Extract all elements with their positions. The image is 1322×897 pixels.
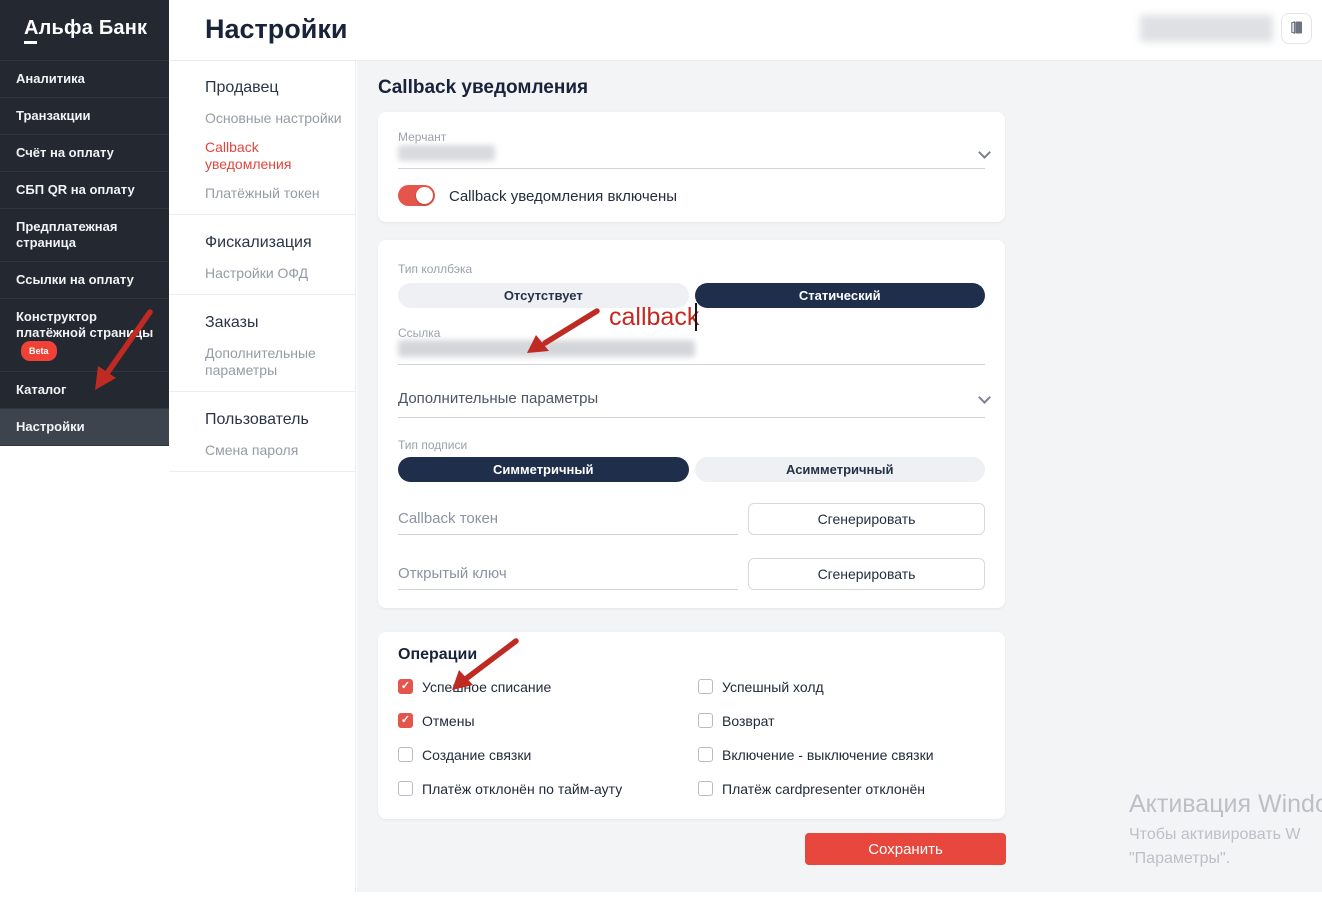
watermark-line: Чтобы активировать W [1129,826,1301,843]
sidebar-item-catalog[interactable]: Каталог [0,372,169,409]
callback-type-segmented: Отсутствует Статический [398,283,985,308]
nav-item-ofd-settings[interactable]: Настройки ОФД [205,265,309,281]
checkbox-icon[interactable] [698,747,713,762]
logo-underline [24,41,37,44]
operation-label: Возврат [722,712,775,729]
signature-type-segmented: Симметричный Асимметричный [398,457,985,482]
logout-button[interactable] [1281,13,1312,44]
operation-label: Отмены [422,712,475,729]
sidebar-item-prepayment-page[interactable]: Предплатежная страница [0,209,169,262]
operation-row-success-charge[interactable]: Успешное списание [398,676,698,697]
primary-sidebar: Альфа Банк Аналитика Транзакции Счёт на … [0,0,169,446]
operations-grid: Успешное списание Успешный холд Отмены В… [398,676,985,799]
checkbox-icon[interactable] [698,679,713,694]
user-name-redacted [1140,15,1273,42]
segment-option-symmetric[interactable]: Симметричный [398,457,689,482]
nav-item-extra-params[interactable]: Дополнительные параметры [205,345,316,378]
sidebar-item-invoice[interactable]: Счёт на оплату [0,135,169,172]
page-title: Настройки [205,14,348,44]
operation-row-cardpresenter-decline[interactable]: Платёж cardpresenter отклонён [698,778,985,799]
sidebar-item-settings[interactable]: Настройки [0,409,169,446]
merchant-card: Мерчант Callback уведомления включены [378,112,1005,222]
merchant-select-underline[interactable] [398,168,985,169]
watermark-line: Активация Windo [1129,790,1322,818]
callback-token-input[interactable] [398,503,738,535]
operation-row-binding-create[interactable]: Создание связки [398,744,698,765]
watermark-line: "Параметры". [1129,850,1231,867]
section-heading: Callback уведомления [378,77,589,98]
merchant-value-redacted [398,145,495,161]
top-header: Настройки [169,0,1322,61]
nav-group-orders: Заказы [205,314,259,331]
settings-subnav: Продавец Основные настройки Callback уве… [169,61,356,892]
callback-type-label: Тип коллбэка [398,262,473,276]
nav-item-main-settings[interactable]: Основные настройки [205,110,342,126]
generate-token-button[interactable]: Сгенерировать [748,503,985,535]
link-input-underline [398,364,985,365]
sidebar-item-payment-links[interactable]: Ссылки на оплату [0,262,169,299]
nav-group-merchant: Продавец [205,79,279,96]
nav-divider [169,391,356,392]
operation-row-success-hold[interactable]: Успешный холд [698,676,985,697]
beta-badge: Beta [21,341,57,361]
nav-item-payment-token[interactable]: Платёжный токен [205,185,320,201]
checkbox-icon[interactable] [398,679,413,694]
sidebar-item-transactions[interactable]: Транзакции [0,98,169,135]
generate-key-button[interactable]: Сгенерировать [748,558,985,590]
nav-group-fiscalization: Фискализация [205,234,312,251]
public-key-input[interactable] [398,558,738,590]
checkbox-icon[interactable] [698,713,713,728]
operation-label: Создание связки [422,746,532,763]
extra-params-select[interactable]: Дополнительные параметры [398,390,599,407]
link-label: Ссылка [398,326,441,340]
sidebar-item-label: Конструктор платёжной страницы [16,309,154,340]
operation-row-binding-toggle[interactable]: Включение - выключение связки [698,744,985,765]
operation-label: Платёж cardpresenter отклонён [722,780,925,797]
main-content: Callback уведомления Мерчант Callback ув… [357,61,1322,892]
operation-row-cancellations[interactable]: Отмены [398,710,698,731]
callback-enabled-label: Callback уведомления включены [449,188,678,205]
nav-divider [169,471,356,472]
checkbox-icon[interactable] [398,713,413,728]
operation-label: Включение - выключение связки [722,746,934,763]
operation-row-refund[interactable]: Возврат [698,710,985,731]
callback-config-card: Тип коллбэка Отсутствует Статический Ссы… [378,240,1005,608]
signature-type-label: Тип подписи [398,438,468,452]
sidebar-item-analytics[interactable]: Аналитика [0,61,169,98]
operation-label: Успешный холд [722,678,824,695]
operation-label: Платёж отклонён по тайм-ауту [422,780,623,797]
save-button[interactable]: Сохранить [805,833,1006,865]
segment-option-asymmetric[interactable]: Асимметричный [694,457,985,482]
merchant-label: Мерчант [398,130,447,144]
brand-logo-text: Альфа Банк [24,17,148,39]
checkbox-icon[interactable] [698,781,713,796]
segment-option-absent[interactable]: Отсутствует [398,283,689,308]
brand-logo: Альфа Банк [0,0,169,61]
nav-divider [169,214,356,215]
link-value-redacted[interactable] [398,340,695,357]
segment-option-static[interactable]: Статический [694,283,985,308]
nav-divider [169,294,356,295]
extra-params-underline [398,417,985,418]
checkbox-icon[interactable] [398,747,413,762]
operation-label: Успешное списание [422,678,552,695]
operation-row-timeout-decline[interactable]: Платёж отклонён по тайм-ауту [398,778,698,799]
chevron-down-icon[interactable] [978,146,991,159]
callback-enabled-toggle[interactable] [398,185,435,206]
windows-activation-watermark: Активация Windo Чтобы активировать W "Па… [1129,789,1322,871]
nav-item-change-password[interactable]: Смена пароля [205,442,299,458]
door-logout-icon [1288,19,1305,39]
checkbox-icon[interactable] [398,781,413,796]
operations-title: Операции [398,646,478,663]
nav-group-user: Пользователь [205,411,309,428]
chevron-down-icon[interactable] [978,391,991,404]
sidebar-item-sbp-qr[interactable]: СБП QR на оплату [0,172,169,209]
nav-item-callback-notifications[interactable]: Callback уведомления [205,139,292,172]
sidebar-item-page-constructor[interactable]: Конструктор платёжной страницы Beta [0,299,169,372]
toggle-knob [416,187,433,204]
operations-card: Операции Успешное списание Успешный холд… [378,632,1005,819]
